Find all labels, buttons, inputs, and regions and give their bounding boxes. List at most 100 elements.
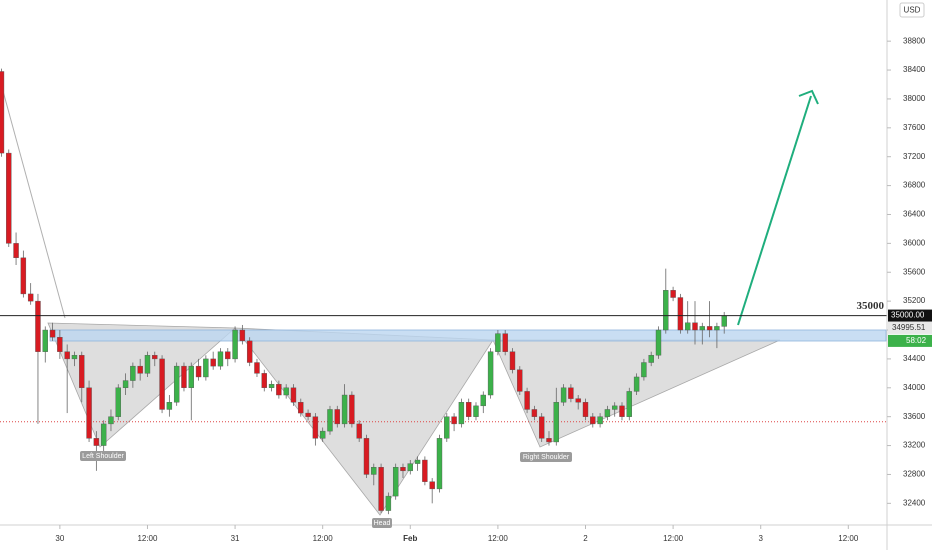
candle-body [502,333,508,352]
candle-body [597,416,603,425]
candle-body [217,351,224,367]
x-tick-label: 12:00 [663,534,684,543]
level-tag [888,309,932,322]
candle-body [13,243,19,259]
candle-body [531,409,538,417]
candle-body [648,355,654,363]
candle-body [553,402,559,443]
candle-body [436,438,443,490]
candle-body [560,387,567,403]
candle-body [633,376,640,392]
trend-line [0,79,66,319]
candle-body [465,402,472,417]
candle-body [173,365,180,403]
candle-body [626,391,632,417]
candle-body [115,387,121,417]
x-tick-label: 12:00 [488,534,509,543]
candle-body [414,459,421,464]
last-price-label: 34995.51 [892,323,926,332]
candle-body [108,416,114,425]
candle-body [487,351,494,396]
candle-body [356,423,362,439]
candle-body [385,495,392,511]
candle-body [473,405,479,417]
candle-body [239,329,246,342]
candle-body [546,438,552,443]
y-tick-label: 34000 [903,383,926,392]
candle-body [276,383,282,396]
countdown-label: 58:02 [906,336,927,345]
y-tick-label: 34400 [903,354,926,363]
candle-body [706,326,713,331]
y-tick-label: 36000 [903,238,926,247]
candle-body [458,402,465,425]
candle-body [312,416,319,439]
candle-body [268,383,275,388]
y-tick-label: 32400 [903,498,926,507]
arrow-head [798,89,819,105]
currency-box [899,2,925,18]
currency: USD [904,6,921,15]
y-tick-label: 38000 [903,94,926,103]
candle-body [349,394,355,425]
annotation-label: Right Shoulder [523,454,570,461]
candle-body [93,438,100,446]
level-price-label: 35000.00 [891,311,925,320]
candle-body [166,402,173,410]
candle-body [451,416,457,425]
x-tick-label: 31 [231,534,240,543]
candle-body [298,402,304,414]
candle-body [663,290,669,331]
candle-body [495,333,501,352]
candle-body [130,365,136,381]
candle-body [721,315,727,327]
candle-body [319,430,326,439]
candle-body [159,358,165,410]
candle-body [35,300,41,352]
candle-body [480,394,486,407]
y-tick-label: 38800 [903,36,926,45]
x-tick-label: 3 [758,534,763,543]
y-tick-label: 33600 [903,412,926,421]
x-tick-label: 12:00 [137,534,158,543]
neckline-zone [49,329,887,342]
candle-body [684,322,691,331]
candle-body [524,391,530,410]
y-tick-label: 32800 [903,470,926,479]
candle-body [692,322,698,331]
y-tick-label: 33200 [903,441,926,450]
annotation-chip [372,518,392,528]
candle-body [20,257,27,295]
candle-body [283,387,289,396]
candle-body [203,358,209,378]
candle-body [429,481,435,490]
candle-body [210,358,216,367]
candle-body [290,387,297,403]
candle-body [371,467,377,475]
candle-body [49,329,56,338]
candle-body [611,405,618,410]
candle-body [100,423,107,446]
candle-body [392,467,399,497]
x-tick-label: 2 [583,534,588,543]
candle-body [79,355,85,388]
candle-body [538,416,545,439]
y-tick-label: 37200 [903,152,926,161]
candle-body [363,438,370,475]
x-tick-label: Feb [403,534,417,543]
candle-body [509,351,516,370]
candle-body [334,409,340,425]
candle-body [422,459,428,482]
annotation-chip [520,452,572,462]
x-tick-label: 12:00 [313,534,334,543]
candle-body [188,365,194,388]
candle-body [122,380,129,388]
candle-body [575,398,581,403]
candle-body [181,365,187,388]
candle-body [619,405,625,417]
candle-body [71,355,78,360]
x-tick-label: 30 [55,534,64,543]
candle-body [0,71,5,154]
